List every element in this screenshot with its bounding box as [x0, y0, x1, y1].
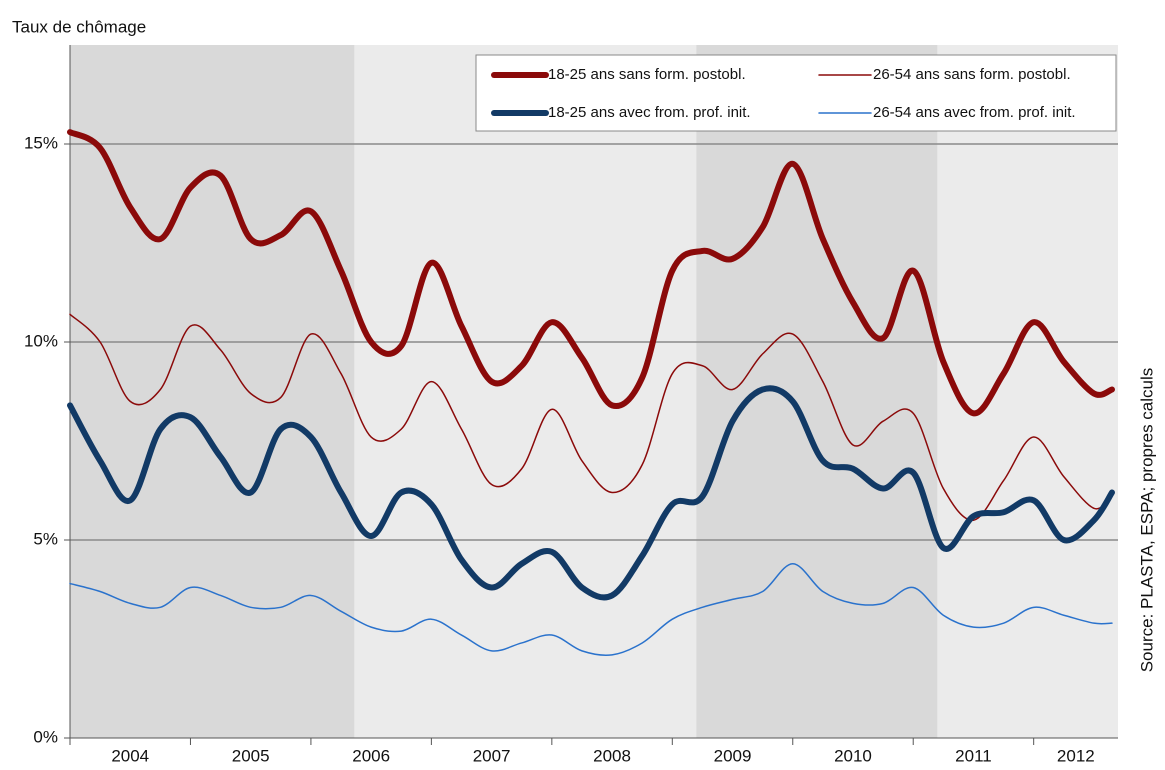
x-tick-label: 2011: [955, 746, 992, 765]
y-tick-label: 5%: [33, 529, 58, 548]
y-tick-label: 0%: [33, 727, 58, 746]
series-line: [67, 129, 1115, 417]
legend-label: 26-54 ans sans form. postobl.: [873, 66, 1071, 83]
source-note: Source: PLASTA, ESPA; propres calculs: [1137, 368, 1156, 673]
legend: 18-25 ans sans form. postobl. 26-54 ans s…: [475, 54, 1117, 132]
legend-box: [475, 54, 1117, 132]
shaded-period: [696, 45, 938, 738]
y-axis-title: Taux de chômage: [12, 17, 146, 36]
y-tick-label: 15%: [24, 133, 58, 152]
x-tick-label: 2004: [111, 746, 149, 765]
x-tick-label: 2007: [473, 746, 511, 765]
x-tick-label: 2009: [714, 746, 752, 765]
series-line: [69, 563, 1113, 656]
legend-label: 18-25 ans sans form. postobl.: [548, 66, 746, 83]
x-tick-label: 2005: [232, 746, 270, 765]
shaded-period: [70, 45, 355, 738]
x-tick-label: 2008: [593, 746, 631, 765]
legend-label: 18-25 ans avec from. prof. init.: [548, 104, 751, 121]
x-tick-label: 2010: [834, 746, 872, 765]
series-line: [67, 385, 1115, 601]
y-tick-label: 10%: [24, 331, 58, 350]
legend-label: 26-54 ans avec from. prof. init.: [873, 104, 1076, 121]
series-line: [69, 313, 1113, 521]
x-tick-label: 2006: [352, 746, 390, 765]
x-tick-label: 2012: [1057, 746, 1095, 765]
